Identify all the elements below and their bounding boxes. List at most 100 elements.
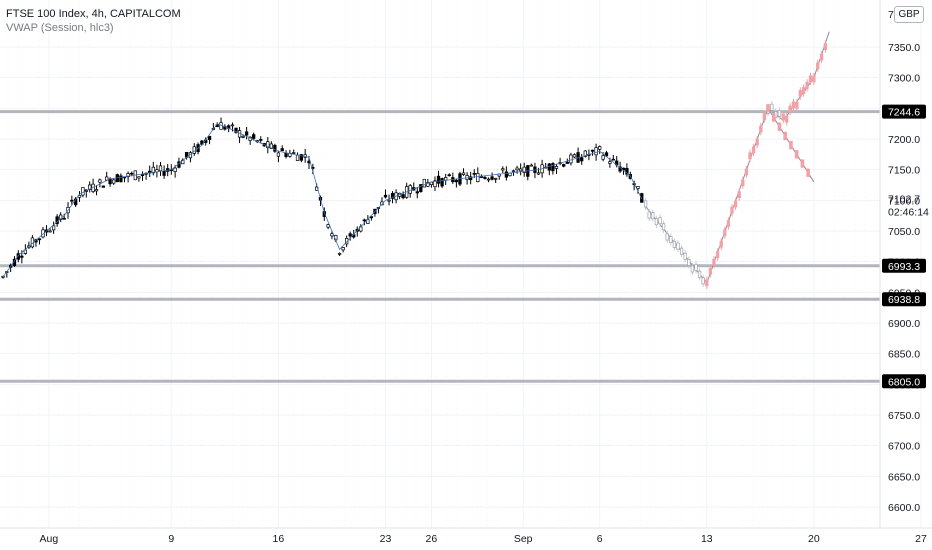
bar-countdown-label: 02:46:14 bbox=[888, 207, 929, 219]
level-price-tag-label: 6993.3 bbox=[888, 261, 920, 273]
level-price-tag-label: 7244.6 bbox=[888, 107, 920, 119]
candle-body bbox=[273, 144, 277, 152]
price-tick-label: 7100.0 bbox=[888, 195, 920, 207]
projection-candle bbox=[665, 233, 669, 241]
bear-projection-candle bbox=[771, 113, 776, 122]
projection-candle bbox=[651, 212, 655, 220]
candle-body bbox=[447, 174, 451, 177]
candle-body bbox=[137, 176, 141, 179]
candle-body bbox=[81, 187, 85, 196]
time-axis[interactable]: Aug 9 16 23 26 Sep 6 13 20 27 bbox=[0, 527, 932, 545]
projection-candle bbox=[733, 200, 738, 208]
candle-body bbox=[295, 154, 300, 161]
candle-body bbox=[280, 148, 284, 152]
chart-legend: FTSE 100 Index, 4h, CAPITALCOM VWAP (Ses… bbox=[6, 7, 181, 35]
projection-candle bbox=[805, 81, 809, 89]
candle-body bbox=[415, 191, 419, 194]
candle-body bbox=[490, 176, 494, 180]
level-price-tag bbox=[882, 258, 926, 273]
projection-candle bbox=[777, 110, 782, 117]
indicator-label[interactable]: VWAP (Session, hlc3) bbox=[6, 22, 114, 34]
candle-body bbox=[598, 146, 602, 150]
candle-body bbox=[48, 230, 52, 233]
candle-body bbox=[401, 194, 405, 199]
candle-body bbox=[604, 152, 609, 157]
candle-body bbox=[515, 167, 519, 171]
projection-candle bbox=[705, 279, 709, 287]
candle-body bbox=[551, 163, 555, 172]
projection-candle bbox=[819, 53, 824, 61]
projection-candle bbox=[669, 236, 673, 244]
level-price-tag-label: 6938.8 bbox=[888, 294, 920, 306]
candle-body bbox=[98, 179, 102, 183]
projection-candle bbox=[741, 179, 745, 187]
projection-candle bbox=[719, 240, 723, 248]
projection-candle bbox=[679, 247, 684, 255]
candle-body bbox=[408, 185, 412, 194]
candle-body bbox=[608, 161, 612, 164]
candle-body bbox=[572, 154, 577, 158]
candle-body bbox=[469, 176, 473, 181]
price-tick-label: 7350.0 bbox=[888, 42, 920, 54]
candle-body bbox=[348, 233, 352, 237]
candle-body bbox=[37, 238, 42, 241]
price-tick-label: 6900.0 bbox=[888, 318, 920, 330]
projection-series bbox=[643, 31, 830, 289]
candle-body bbox=[276, 152, 281, 157]
candle-body bbox=[207, 135, 212, 140]
projection-candle bbox=[795, 101, 799, 109]
chart-grid bbox=[0, 0, 922, 528]
projection-path bbox=[645, 206, 708, 284]
candle-body bbox=[483, 176, 487, 179]
candle-body bbox=[476, 173, 480, 183]
candle-body bbox=[23, 249, 28, 254]
candle-body bbox=[611, 158, 615, 161]
candle-body bbox=[426, 182, 430, 187]
candle-body bbox=[419, 184, 423, 192]
projection-candle bbox=[812, 75, 816, 83]
candle-body bbox=[362, 219, 366, 222]
time-tick-label: Aug bbox=[40, 533, 59, 545]
projection-candle bbox=[751, 146, 756, 154]
price-tick-label: 6700.0 bbox=[888, 441, 920, 453]
candle-body bbox=[501, 168, 505, 171]
level-price-tag bbox=[882, 374, 926, 389]
bear-projection-candle bbox=[800, 159, 805, 168]
candle-body bbox=[522, 166, 526, 173]
candle-body bbox=[219, 122, 223, 130]
candle-body bbox=[126, 173, 130, 178]
candle-body bbox=[88, 184, 92, 190]
projection-candle bbox=[798, 90, 802, 97]
candle-body bbox=[284, 152, 288, 157]
candle-body bbox=[390, 193, 395, 199]
candle-body bbox=[94, 189, 99, 192]
candle-body bbox=[583, 150, 587, 157]
time-tick-label: Sep bbox=[514, 533, 533, 545]
candle-body bbox=[387, 199, 391, 202]
candle-body bbox=[511, 170, 516, 173]
symbol-title[interactable]: FTSE 100 Index, 4h, CAPITALCOM bbox=[6, 8, 181, 20]
candle-body bbox=[16, 253, 20, 260]
horizontal-levels[interactable] bbox=[0, 110, 880, 383]
candle-body bbox=[292, 152, 296, 154]
projection-candle bbox=[730, 206, 734, 214]
projection-candle bbox=[791, 101, 796, 109]
projection-candle bbox=[802, 87, 806, 94]
candle-body bbox=[486, 178, 491, 181]
candle-body bbox=[130, 172, 134, 175]
projection-candle bbox=[715, 251, 720, 258]
price-tags: 7244.6 6993.3 6938.8 6805.0 7102.702:46:14 bbox=[882, 104, 929, 389]
candle-body bbox=[162, 171, 166, 176]
candle-body bbox=[562, 164, 566, 167]
currency-badge[interactable]: GBP bbox=[894, 6, 924, 23]
projection-candle bbox=[788, 105, 792, 113]
projection-candle bbox=[676, 242, 680, 250]
candle-body bbox=[461, 172, 466, 175]
projection-candle bbox=[823, 43, 828, 51]
bear-projection-candle bbox=[766, 104, 770, 113]
bear-projection-candle bbox=[806, 168, 810, 177]
projection-candle bbox=[759, 125, 763, 133]
candle-body bbox=[269, 143, 273, 149]
candle-body bbox=[380, 201, 384, 206]
